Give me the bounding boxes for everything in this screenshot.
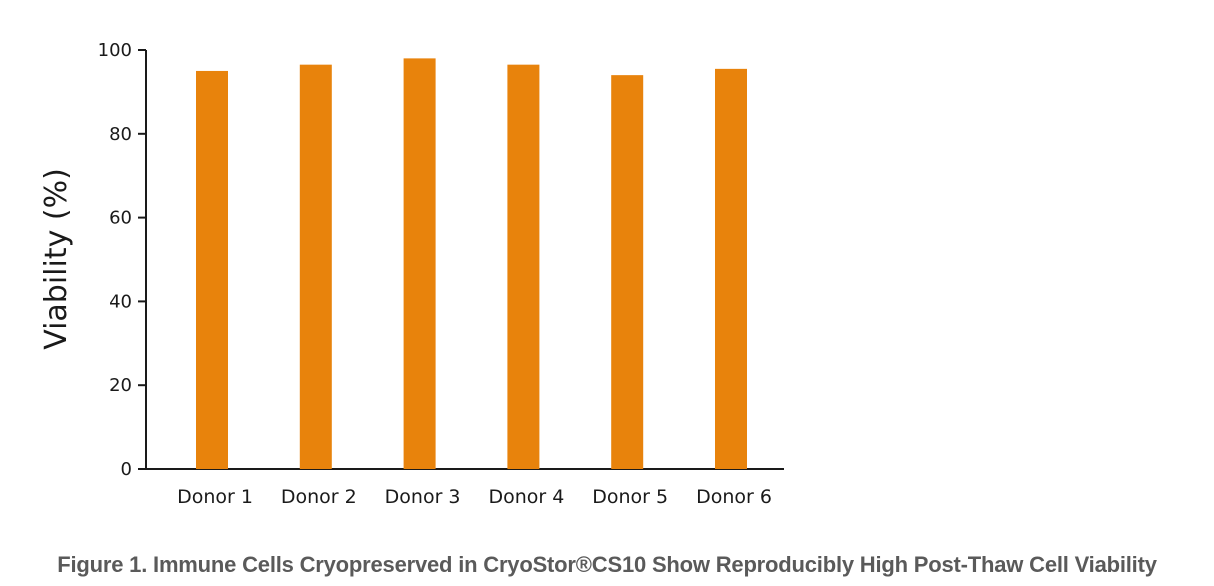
bar-donor-6 — [715, 68, 747, 469]
bar-donor-1 — [196, 70, 228, 469]
bars — [196, 58, 747, 469]
y-tick-label: 0 — [121, 459, 132, 480]
y-tick-label: 100 — [98, 40, 132, 61]
x-tick-label: Donor 3 — [385, 486, 461, 508]
x-tick-label: Donor 4 — [488, 486, 564, 508]
x-tick-label: Donor 1 — [177, 486, 253, 508]
bar-donor-5 — [611, 75, 644, 469]
bar-donor-4 — [507, 64, 540, 469]
y-tick-label: 60 — [109, 208, 132, 229]
y-tick-label: 80 — [109, 124, 132, 145]
figure-caption: Figure 1. Immune Cells Cryopreserved in … — [57, 552, 1157, 577]
x-tick-labels: Donor 1 Donor 2 Donor 3 Donor 4 Donor 5 Donor… — [177, 486, 772, 508]
x-tick-label: Donor 6 — [696, 486, 772, 508]
bar-donor-3 — [403, 58, 436, 469]
y-ticks: 0 20 40 60 80 100 — [98, 40, 146, 480]
y-axis-title: Viability (%) — [39, 168, 74, 350]
x-tick-label: Donor 2 — [281, 486, 357, 508]
bar-donor-2 — [299, 64, 332, 469]
y-tick-label: 40 — [109, 291, 132, 312]
y-tick-label: 20 — [109, 375, 132, 396]
x-tick-label: Donor 5 — [592, 486, 668, 508]
